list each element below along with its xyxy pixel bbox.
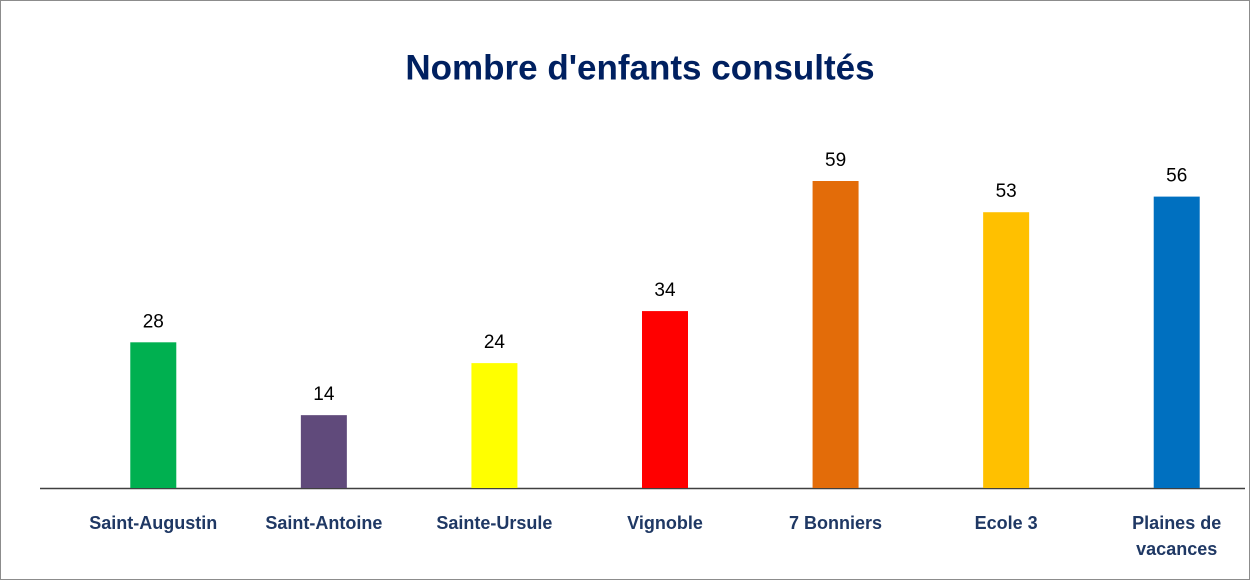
bar: [642, 311, 688, 488]
value-label: 59: [825, 150, 846, 171]
x-tick-label: Saint-Antoine: [265, 513, 383, 533]
chart-title: Nombre d'enfants consultés: [405, 48, 874, 87]
x-tick-label: Ecole 3: [974, 513, 1038, 533]
x-tick-label: Plaines de vacances: [1132, 513, 1222, 559]
value-label: 24: [484, 332, 506, 353]
value-label: 56: [1166, 166, 1187, 187]
bar: [983, 212, 1030, 488]
value-label: 53: [996, 181, 1017, 202]
value-label: 34: [654, 280, 676, 301]
x-tick-label: 7 Bonniers: [789, 513, 883, 533]
value-label: 28: [143, 311, 164, 332]
value-label: 14: [313, 384, 335, 405]
x-tick-label: Sainte-Ursule: [436, 513, 553, 533]
bar: [812, 181, 859, 488]
bar: [471, 363, 518, 488]
x-tick-label: Vignoble: [627, 513, 703, 533]
bar: [1153, 196, 1200, 488]
bar: [300, 415, 347, 488]
bar: [130, 342, 177, 488]
x-tick-label: Saint-Augustin: [89, 513, 218, 533]
